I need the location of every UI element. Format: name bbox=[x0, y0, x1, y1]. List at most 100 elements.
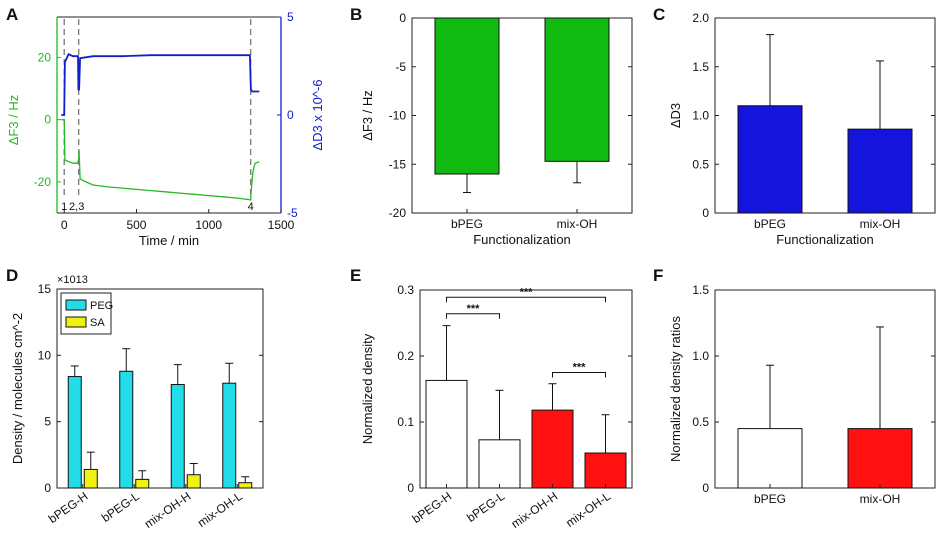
legend-label: PEG bbox=[90, 300, 113, 312]
panel-label-f: F bbox=[653, 266, 663, 285]
bar bbox=[847, 428, 913, 489]
x-tick-label: mix-OH bbox=[860, 492, 901, 506]
x-tick-label: bPEG bbox=[754, 492, 786, 506]
y-tick-label: 20 bbox=[38, 50, 52, 64]
y-tick-label: -20 bbox=[389, 206, 407, 220]
y-tick-label: -5 bbox=[395, 60, 406, 74]
bar bbox=[531, 409, 574, 489]
y-tick-label: 15 bbox=[38, 282, 52, 296]
legend-label: SA bbox=[90, 317, 105, 329]
y-axis-label: ΔD3 bbox=[668, 103, 683, 128]
y-tick-label: -20 bbox=[34, 175, 52, 189]
chart-panel-a: 0 500 1000 1500 -20 0 20 -5 0 5 1 2,3 4 Time / min ΔF3… bbox=[6, 10, 325, 248]
plot-frame bbox=[419, 289, 633, 489]
bar bbox=[434, 17, 500, 175]
significance-bracket bbox=[446, 296, 606, 303]
significance-bracket bbox=[552, 372, 606, 378]
y-axis-label: Normalized density ratios bbox=[668, 316, 683, 462]
bar bbox=[584, 452, 627, 489]
bar bbox=[170, 384, 185, 489]
chart-panel-d: 0 5 10 15 bPEG-H bPEG-L mix-OH-H mix-OH-L Densit… bbox=[10, 274, 264, 531]
panel-label-a: A bbox=[6, 5, 18, 24]
plot-frame bbox=[56, 288, 264, 489]
x-tick-label: bPEG bbox=[754, 217, 786, 231]
legend-swatch bbox=[65, 299, 87, 311]
plot-frame bbox=[714, 289, 936, 489]
bar bbox=[425, 379, 468, 489]
x-tick-label: mix-OH-L bbox=[563, 489, 613, 530]
y-axis-label: Density / molecules cm^-2 bbox=[10, 313, 25, 464]
y-tick-label: 10 bbox=[38, 348, 52, 362]
x-tick-label: mix-OH-H bbox=[509, 489, 561, 531]
x-axis-label: Functionalization bbox=[776, 232, 874, 247]
bar bbox=[238, 482, 253, 489]
y-tick-label: 1.0 bbox=[692, 109, 709, 123]
axis-exponent-label: ×1013 bbox=[57, 274, 88, 286]
y-axis-label: ΔF3 / Hz bbox=[360, 90, 375, 141]
y-tick-label: -10 bbox=[389, 109, 407, 123]
bar bbox=[135, 478, 150, 489]
x-tick-label: mix-OH bbox=[557, 217, 598, 231]
y-tick-label: 5 bbox=[44, 415, 51, 429]
bar bbox=[847, 128, 913, 214]
y-tick-label: 0 bbox=[702, 481, 709, 495]
y-tick-label: 0.3 bbox=[397, 283, 414, 297]
significance-bracket bbox=[446, 313, 500, 319]
y-right-tick-label: 5 bbox=[287, 10, 294, 24]
x-tick-label: bPEG-H bbox=[410, 489, 455, 526]
y-right-axis-label: ΔD3 x 10^-6 bbox=[310, 79, 325, 150]
x-axis-label: Functionalization bbox=[473, 232, 571, 247]
significance-label: *** bbox=[573, 362, 587, 374]
dissipation-series-line bbox=[61, 53, 260, 116]
y-tick-label: 0.5 bbox=[692, 157, 709, 171]
bar bbox=[544, 17, 610, 162]
event-marker-label: 1 bbox=[61, 201, 67, 213]
bar bbox=[119, 370, 134, 489]
y-right-tick-label: 0 bbox=[287, 108, 294, 122]
x-tick-label: mix-OH-H bbox=[142, 489, 194, 531]
x-tick-label: bPEG-L bbox=[464, 489, 507, 525]
bar bbox=[478, 439, 521, 489]
chart-panel-b: -20 -15 -10 -5 0 bPEG mix-OH ΔF3 / Hz Functional… bbox=[360, 11, 633, 247]
significance-label: *** bbox=[467, 303, 481, 315]
bar bbox=[83, 468, 98, 489]
bar bbox=[186, 474, 201, 489]
panel-label-e: E bbox=[350, 266, 361, 285]
significance-label: *** bbox=[520, 286, 534, 298]
x-tick-label: 500 bbox=[126, 218, 146, 232]
bar bbox=[67, 376, 82, 489]
x-tick-label: mix-OH-L bbox=[195, 489, 245, 530]
x-tick-label: mix-OH bbox=[860, 217, 901, 231]
y-tick-label: 2.0 bbox=[692, 11, 709, 25]
y-tick-label: 0 bbox=[399, 11, 406, 25]
x-tick-label: 1000 bbox=[195, 218, 222, 232]
y-tick-label: 0 bbox=[44, 481, 51, 495]
y-tick-label: -15 bbox=[389, 157, 407, 171]
y-tick-label: 1.5 bbox=[692, 60, 709, 74]
y-tick-label: 0.2 bbox=[397, 349, 414, 363]
panel-label-b: B bbox=[350, 5, 362, 24]
y-tick-label: 1.5 bbox=[692, 283, 709, 297]
y-axis-label: Normalized density bbox=[360, 333, 375, 444]
bar bbox=[737, 105, 803, 214]
x-tick-label: bPEG-L bbox=[99, 489, 142, 525]
y-tick-label: 1.0 bbox=[692, 349, 709, 363]
x-axis-label: Time / min bbox=[139, 233, 199, 248]
chart-panel-f: 0 0.5 1.0 1.5 bPEG mix-OH Normalized density r… bbox=[668, 283, 936, 506]
event-marker-label: 4 bbox=[248, 201, 254, 213]
y-right-tick-label: -5 bbox=[287, 206, 298, 220]
y-tick-label: 0 bbox=[44, 113, 51, 127]
panel-label-d: D bbox=[6, 266, 18, 285]
legend: PEG SA bbox=[60, 292, 113, 335]
y-tick-label: 0 bbox=[702, 206, 709, 220]
x-tick-label: bPEG bbox=[451, 217, 483, 231]
legend-swatch bbox=[65, 316, 87, 328]
bar bbox=[222, 382, 237, 489]
frequency-series-line bbox=[61, 119, 260, 201]
y-tick-label: 0.1 bbox=[397, 415, 414, 429]
x-tick-label: 1500 bbox=[268, 218, 295, 232]
y-tick-label: 0.5 bbox=[692, 415, 709, 429]
x-tick-label: 0 bbox=[61, 218, 68, 232]
chart-panel-c: 0 0.5 1.0 1.5 2.0 bPEG mix-OH ΔD3 Functionalizat… bbox=[668, 11, 936, 247]
